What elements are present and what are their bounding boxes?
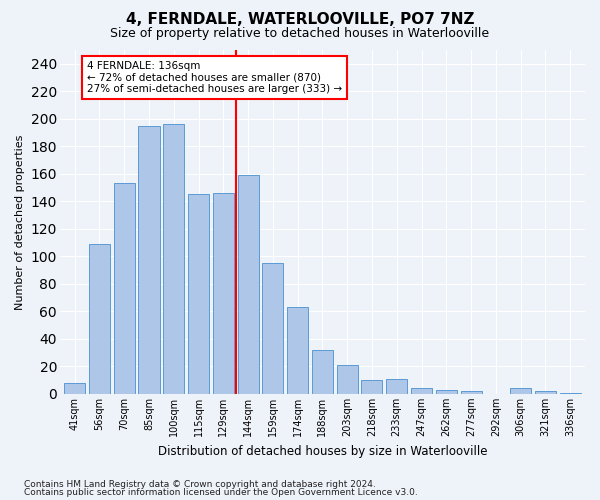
Bar — [213, 193, 234, 394]
Bar — [560, 392, 581, 394]
Text: Size of property relative to detached houses in Waterlooville: Size of property relative to detached ho… — [110, 28, 490, 40]
Bar — [262, 263, 283, 394]
Bar — [163, 124, 184, 394]
Bar — [188, 194, 209, 394]
X-axis label: Distribution of detached houses by size in Waterlooville: Distribution of detached houses by size … — [158, 444, 487, 458]
Bar — [89, 244, 110, 394]
Bar — [287, 307, 308, 394]
Text: Contains HM Land Registry data © Crown copyright and database right 2024.: Contains HM Land Registry data © Crown c… — [24, 480, 376, 489]
Text: 4, FERNDALE, WATERLOOVILLE, PO7 7NZ: 4, FERNDALE, WATERLOOVILLE, PO7 7NZ — [126, 12, 474, 28]
Bar — [238, 175, 259, 394]
Bar — [535, 391, 556, 394]
Bar — [436, 390, 457, 394]
Bar — [461, 391, 482, 394]
Bar — [386, 379, 407, 394]
Bar — [411, 388, 432, 394]
Bar — [64, 383, 85, 394]
Bar — [361, 380, 382, 394]
Bar — [510, 388, 531, 394]
Text: 4 FERNDALE: 136sqm
← 72% of detached houses are smaller (870)
27% of semi-detach: 4 FERNDALE: 136sqm ← 72% of detached hou… — [87, 61, 342, 94]
Bar — [312, 350, 333, 394]
Text: Contains public sector information licensed under the Open Government Licence v3: Contains public sector information licen… — [24, 488, 418, 497]
Bar — [114, 184, 135, 394]
Bar — [139, 126, 160, 394]
Y-axis label: Number of detached properties: Number of detached properties — [15, 134, 25, 310]
Bar — [337, 365, 358, 394]
